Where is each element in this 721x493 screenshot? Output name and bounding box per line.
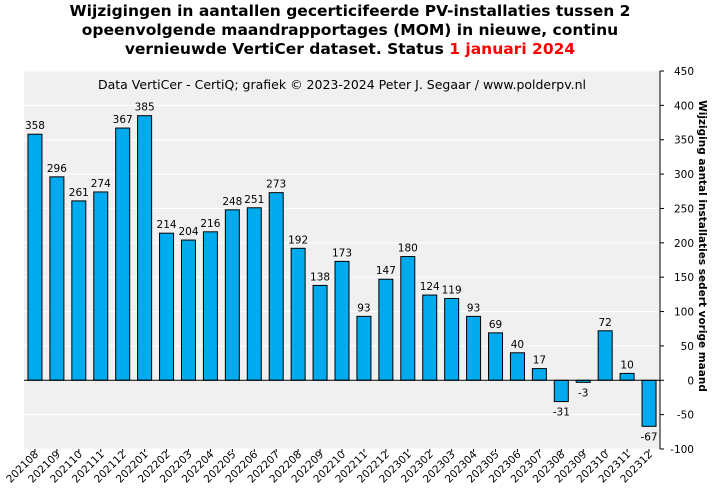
- y-tick-label: 300: [674, 169, 694, 181]
- data-label: 93: [357, 302, 370, 314]
- bar: [290, 247, 306, 381]
- bar: [71, 200, 87, 381]
- data-label: 273: [266, 179, 286, 191]
- data-label: 69: [489, 319, 502, 331]
- y-tick-label: 200: [674, 238, 694, 250]
- data-label: 72: [598, 317, 611, 329]
- bar: [619, 372, 635, 381]
- bar: [49, 176, 65, 381]
- bar: [466, 315, 482, 381]
- data-label: -3: [578, 387, 588, 399]
- y-tick-label: 250: [674, 203, 694, 215]
- data-label: 119: [442, 284, 462, 296]
- title-line-3-prefix: vernieuwde VertiCer dataset. Status: [124, 40, 450, 58]
- bar: [93, 191, 109, 381]
- y-tick-label: 350: [674, 135, 694, 147]
- y-tick-label: -100: [670, 444, 694, 456]
- bar: [531, 368, 547, 381]
- data-label: 17: [533, 355, 546, 367]
- bar: [180, 239, 196, 381]
- data-label: 147: [376, 265, 396, 277]
- data-label: 385: [135, 102, 155, 114]
- bar: [509, 352, 525, 381]
- y-tick-label: 100: [674, 307, 694, 319]
- x-axis-ticks: 2021082021092021102021112021122022012022…: [4, 448, 655, 485]
- y-tick-label: 150: [674, 272, 694, 284]
- y-tick-label: 450: [674, 66, 694, 78]
- bar: [27, 133, 43, 381]
- data-label: 124: [420, 281, 440, 293]
- data-label: 192: [288, 234, 308, 246]
- y-tick-label: 400: [674, 100, 694, 112]
- bar: [553, 379, 569, 403]
- chart-title: Wijzigingen in aantallen gecerticifeerde…: [0, 2, 700, 59]
- data-label: 93: [467, 302, 480, 314]
- bar: [444, 297, 460, 381]
- y-axis-ticks: -100 -50 0 50 100 150 200 250 300 350 400 450: [660, 66, 694, 456]
- data-label: 10: [620, 359, 633, 371]
- data-label: 216: [200, 218, 220, 230]
- bar: [268, 192, 284, 381]
- data-label: 40: [511, 339, 524, 351]
- title-line-1: Wijzigingen in aantallen gecerticifeerde…: [69, 2, 631, 20]
- data-label: 204: [178, 226, 198, 238]
- y-axis-label: Wijziging aantal installaties sedert vor…: [696, 100, 708, 392]
- bar: [159, 232, 175, 381]
- bars: [27, 115, 657, 427]
- y-tick-label: -50: [677, 410, 694, 422]
- bar: [246, 207, 262, 381]
- data-label: 180: [398, 243, 418, 255]
- data-label: 251: [244, 194, 264, 206]
- chart-subtitle: Data VertiCer - CertiQ; grafiek © 2023-2…: [98, 77, 586, 92]
- title-line-2: opeenvolgende maandrapportages (MOM) in …: [81, 21, 619, 39]
- data-label: 274: [91, 178, 111, 190]
- bar: [488, 332, 504, 381]
- y-tick-label: 50: [681, 341, 694, 353]
- y-tick-label: 0: [687, 375, 694, 387]
- data-label: 358: [25, 120, 45, 132]
- title-status-date: 1 januari 2024: [449, 40, 576, 58]
- data-label: 367: [113, 114, 133, 126]
- data-label: 248: [222, 196, 242, 208]
- data-label: 261: [69, 187, 89, 199]
- title-line-3: vernieuwde VertiCer dataset. Status 1 ja…: [0, 40, 700, 59]
- bar: [115, 127, 131, 381]
- bar: [378, 278, 394, 381]
- data-label: 138: [310, 271, 330, 283]
- bar: [202, 231, 218, 381]
- data-label: 173: [332, 247, 352, 259]
- data-label: -31: [553, 407, 570, 419]
- data-label: 296: [47, 163, 67, 175]
- bar: [356, 315, 372, 381]
- bar: [137, 115, 153, 381]
- bar: [422, 294, 438, 381]
- data-label: -67: [640, 431, 657, 443]
- bar: [224, 209, 240, 381]
- bar: [334, 260, 350, 381]
- bar: [312, 284, 328, 381]
- bar: [400, 256, 416, 381]
- bar: [597, 330, 613, 381]
- data-label: 214: [157, 219, 177, 231]
- bar: [641, 379, 657, 427]
